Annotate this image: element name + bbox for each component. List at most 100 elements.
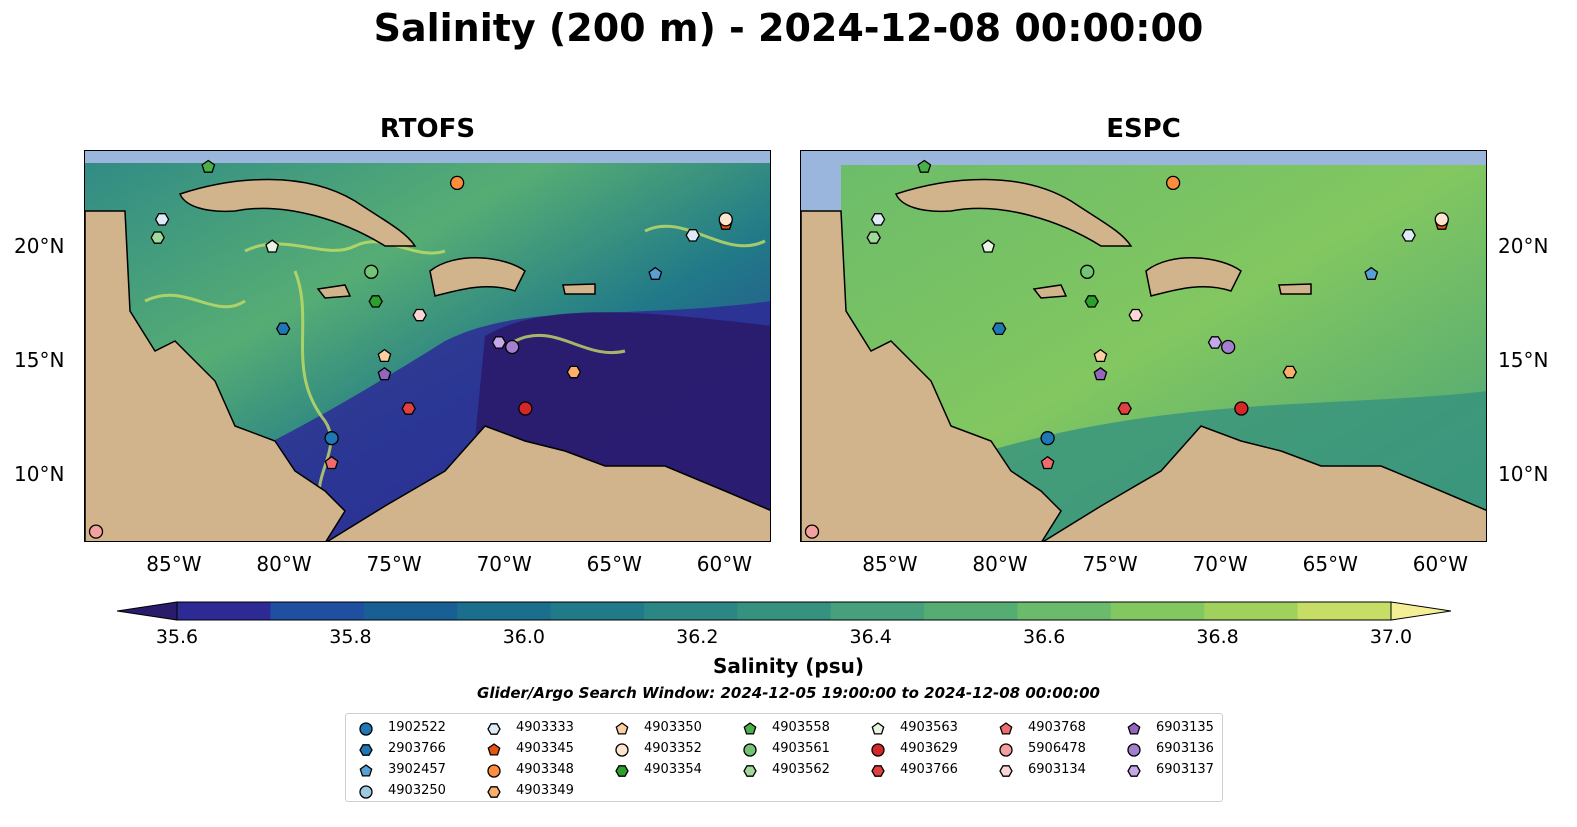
- legend-marker: [871, 765, 885, 777]
- legend-marker: [359, 764, 373, 777]
- legend-label: 4903558: [772, 720, 830, 735]
- float-4903629-marker: [518, 401, 533, 416]
- float-4903333-marker: [870, 213, 886, 226]
- float-4903561-marker: [1080, 264, 1095, 279]
- colorbar-bin: [924, 602, 1018, 620]
- hexagon-marker-icon: [1127, 765, 1141, 777]
- float-4903558-marker: [917, 159, 932, 173]
- lon-tick-label: 75°W: [1082, 552, 1138, 576]
- float-4903768-marker: [324, 455, 339, 470]
- legend-label: 4903562: [772, 762, 830, 777]
- lon-tick-label: 60°W: [696, 552, 752, 576]
- legend-label: 4903766: [900, 762, 958, 777]
- float-4903354-marker: [368, 295, 383, 308]
- legend-label: 6903137: [1156, 762, 1214, 777]
- pentagon-marker-icon: [359, 764, 373, 777]
- legend-label: 4903563: [900, 720, 958, 735]
- legend-marker: [999, 743, 1013, 757]
- search-window-text: Glider/Argo Search Window: 2024-12-05 19…: [477, 684, 1100, 702]
- legend-marker: [487, 764, 501, 778]
- circle-marker-icon: [999, 743, 1013, 757]
- float-4903561-marker: [364, 264, 379, 279]
- colorbar-bin: [363, 602, 458, 620]
- circle-marker-icon: [1127, 743, 1141, 757]
- float-4903350-marker: [377, 348, 392, 363]
- float-6903134-marker: [1128, 308, 1143, 322]
- colorbar-tick-label: 36.0: [502, 626, 545, 648]
- circle-marker-icon: [615, 743, 629, 757]
- circle-marker-icon: [359, 722, 373, 736]
- hexagon-marker-icon: [487, 723, 501, 735]
- rtofs-map-canvas: [85, 151, 770, 541]
- legend-marker: [743, 743, 757, 757]
- hexagon-marker-icon: [871, 765, 885, 777]
- float-4903562-marker: [866, 231, 881, 244]
- lat-tick-label-right: 20°N: [1498, 233, 1549, 258]
- colorbar-bin: [737, 602, 832, 620]
- legend-marker: [999, 722, 1013, 735]
- colorbar-tick-label: 36.8: [1196, 626, 1239, 648]
- float-4903333-marker: [685, 229, 700, 242]
- circle-marker-icon: [871, 743, 885, 757]
- hexagon-marker-icon: [487, 786, 501, 798]
- colorbar-bin: [1017, 602, 1112, 620]
- rtofs-salinity-map: [84, 150, 771, 542]
- legend-marker: [359, 722, 373, 736]
- lat-tick-label-right: 15°N: [1498, 347, 1549, 372]
- legend-label: 4903629: [900, 741, 958, 756]
- float-4903562-marker: [150, 231, 165, 244]
- float-4903348-marker: [449, 175, 465, 191]
- colorbar-tick-label: 36.2: [676, 626, 719, 648]
- legend-marker: [743, 722, 757, 735]
- espc-map-canvas: [801, 151, 1486, 541]
- legend-marker: [1127, 743, 1141, 757]
- float-4903348-marker: [1165, 175, 1181, 191]
- float-4903558-marker: [201, 159, 216, 173]
- circle-marker-icon: [487, 764, 501, 778]
- float-6903136-marker: [1221, 339, 1236, 355]
- legend-marker: [615, 765, 629, 777]
- colorbar-bin: [177, 602, 271, 620]
- colorbar-label: Salinity (psu): [712, 654, 864, 678]
- float-6903137-marker: [1207, 336, 1223, 349]
- lon-tick-label: 85°W: [862, 552, 918, 576]
- float-4903766-marker: [1117, 402, 1132, 415]
- float-4903563-marker: [981, 239, 996, 253]
- hexagon-marker-icon: [615, 765, 629, 777]
- float-legend: 1902522 2903766 3902457 4903250 4903333 49033…: [345, 713, 1223, 802]
- espc-float-markers: [804, 159, 1449, 539]
- float-6903135-marker: [1093, 366, 1108, 381]
- lat-tick-label-right: 10°N: [1498, 461, 1549, 486]
- float-4903352-marker: [1434, 212, 1449, 227]
- colorbar-extend-low: [117, 601, 178, 621]
- legend-label: 5906478: [1028, 741, 1086, 756]
- colorbar-tick-label: 37.0: [1369, 626, 1413, 648]
- legend-marker: [1127, 765, 1141, 777]
- hexagon-marker-icon: [359, 744, 373, 756]
- colorbar-bin: [270, 602, 365, 620]
- legend-label: 4903333: [516, 720, 574, 735]
- legend-label: 4903354: [644, 762, 702, 777]
- float-5906478-marker: [804, 524, 820, 539]
- lon-tick-label: 65°W: [586, 552, 642, 576]
- legend-marker: [487, 743, 501, 756]
- float-1902522-marker: [324, 431, 339, 446]
- float-6903135-marker: [377, 366, 392, 381]
- colorbar-frame: [176, 601, 1392, 621]
- legend-label: 6903136: [1156, 741, 1214, 756]
- legend-label: 4903349: [516, 783, 574, 798]
- legend-label: 4903352: [644, 741, 702, 756]
- lon-tick-label: 65°W: [1302, 552, 1358, 576]
- pentagon-marker-icon: [1127, 722, 1141, 735]
- float-4903349-marker: [1282, 365, 1298, 379]
- lon-tick-label: 60°W: [1412, 552, 1468, 576]
- hexagon-marker-icon: [999, 765, 1013, 777]
- legend-label: 4903561: [772, 741, 830, 756]
- lat-tick-label-left: 20°N: [14, 233, 65, 258]
- figure-title: Salinity (200 m) - 2024-12-08 00:00:00: [373, 6, 1204, 50]
- colorbar-tick-label: 35.6: [155, 626, 199, 648]
- colorbar-tick-label: 36.4: [849, 626, 892, 648]
- float-5906478-marker: [88, 524, 104, 539]
- colorbar-bin: [550, 602, 645, 620]
- legend-marker: [359, 744, 373, 756]
